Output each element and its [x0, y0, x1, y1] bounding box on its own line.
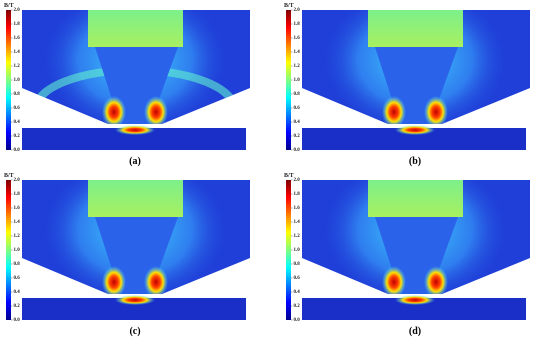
field: [40, 180, 230, 294]
colorbar-tick-label: 1.0: [14, 78, 21, 83]
colorbar-tick-label: 1.0: [294, 248, 301, 253]
colorbar-tick-label: 1.2: [14, 234, 21, 239]
panel: B/T 0.0 0.2 0.4 0.6 0.8 1.0 1.2 1.4 1.6 1.8 2.0 (a): [4, 3, 250, 167]
colorbar: [286, 180, 291, 320]
hot-left: [382, 266, 406, 294]
colorbar-tick-label: 0.8: [14, 92, 21, 97]
colorbar-tick-label: 0.0: [14, 318, 21, 323]
armature-hot: [395, 295, 435, 305]
colorbar-title: B/T: [284, 3, 294, 9]
caption: (b): [409, 156, 421, 167]
colorbar-tick-label: 1.8: [14, 22, 21, 27]
colorbar-tick-label: 1.2: [294, 64, 301, 69]
panel: B/T 0.0 0.2 0.4 0.6 0.8 1.0 1.2 1.4 1.6 1.8 2.0 (d): [284, 173, 530, 337]
colorbar-tick-label: 0.0: [294, 318, 301, 323]
colorbar-tick-label: 1.2: [14, 64, 21, 69]
colorbar-title: B/T: [4, 3, 14, 9]
armature-hot: [115, 295, 155, 305]
colorbar-tick-label: 0.8: [294, 262, 301, 267]
colorbar-tick-label: 1.8: [294, 22, 301, 27]
colorbar-title: B/T: [284, 173, 294, 179]
caption: (d): [409, 326, 421, 337]
panel: B/T 0.0 0.2 0.4 0.6 0.8 1.0 1.2 1.4 1.6 1.8 2.0 (b): [284, 3, 530, 167]
colorbar-tick-label: 0.2: [294, 304, 301, 309]
colorbar-tick-label: 0.4: [294, 120, 301, 125]
hot-left: [382, 96, 406, 124]
colorbar-tick-label: 0.6: [14, 106, 21, 111]
colorbar: [286, 10, 291, 150]
colorbar-tick-label: 2.0: [14, 178, 21, 183]
caption: (c): [129, 326, 140, 337]
colorbar-tick-label: 0.6: [14, 276, 21, 281]
pole-top: [88, 180, 183, 217]
colorbar-tick-label: 1.8: [294, 192, 301, 197]
field: [31, 10, 239, 124]
colorbar-tick-label: 0.6: [294, 276, 301, 281]
colorbar-tick-label: 1.8: [14, 192, 21, 197]
colorbar-tick-label: 0.0: [294, 148, 301, 153]
armature: [302, 298, 526, 320]
colorbar-tick-label: 1.0: [14, 248, 21, 253]
colorbar: [6, 180, 11, 320]
armature-hot: [115, 125, 155, 135]
colorbar-tick-label: 1.6: [14, 206, 21, 211]
hot-right: [424, 96, 448, 124]
armature: [22, 298, 246, 320]
colorbar-tick-label: 2.0: [294, 178, 301, 183]
hot-right: [144, 266, 168, 294]
pole-top: [88, 10, 183, 47]
hot-left: [102, 96, 126, 124]
colorbar-title: B/T: [4, 173, 14, 179]
armature: [22, 128, 246, 150]
colorbar-tick-label: 1.6: [294, 206, 301, 211]
colorbar-tick-label: 1.4: [14, 220, 21, 225]
pole-top: [368, 180, 463, 217]
colorbar-tick-label: 0.4: [14, 120, 21, 125]
colorbar-tick-label: 1.4: [14, 50, 21, 55]
field: [320, 10, 510, 124]
colorbar-tick-label: 0.4: [294, 290, 301, 295]
colorbar-tick-label: 1.4: [294, 50, 301, 55]
colorbar-tick-label: 2.0: [14, 8, 21, 13]
colorbar: [6, 10, 11, 150]
panel: B/T 0.0 0.2 0.4 0.6 0.8 1.0 1.2 1.4 1.6 1.8 2.0 (c): [4, 173, 250, 337]
colorbar-tick-label: 0.2: [14, 304, 21, 309]
colorbar-tick-label: 0.2: [294, 134, 301, 139]
colorbar-tick-label: 0.0: [14, 148, 21, 153]
colorbar-tick-label: 1.4: [294, 220, 301, 225]
pole-top: [368, 10, 463, 47]
colorbar-tick-label: 1.0: [294, 78, 301, 83]
colorbar-tick-label: 0.8: [294, 92, 301, 97]
colorbar-tick-label: 0.6: [294, 106, 301, 111]
armature: [302, 128, 526, 150]
hot-left: [102, 266, 126, 294]
colorbar-tick-label: 0.4: [14, 290, 21, 295]
colorbar-tick-label: 1.6: [14, 36, 21, 41]
hot-right: [424, 266, 448, 294]
colorbar-tick-label: 0.8: [14, 262, 21, 267]
caption: (a): [129, 156, 141, 167]
colorbar-tick-label: 1.2: [294, 234, 301, 239]
colorbar-tick-label: 0.2: [14, 134, 21, 139]
armature-hot: [395, 125, 435, 135]
colorbar-tick-label: 1.6: [294, 36, 301, 41]
colorbar-tick-label: 2.0: [294, 8, 301, 13]
hot-right: [144, 96, 168, 124]
field: [320, 180, 510, 294]
